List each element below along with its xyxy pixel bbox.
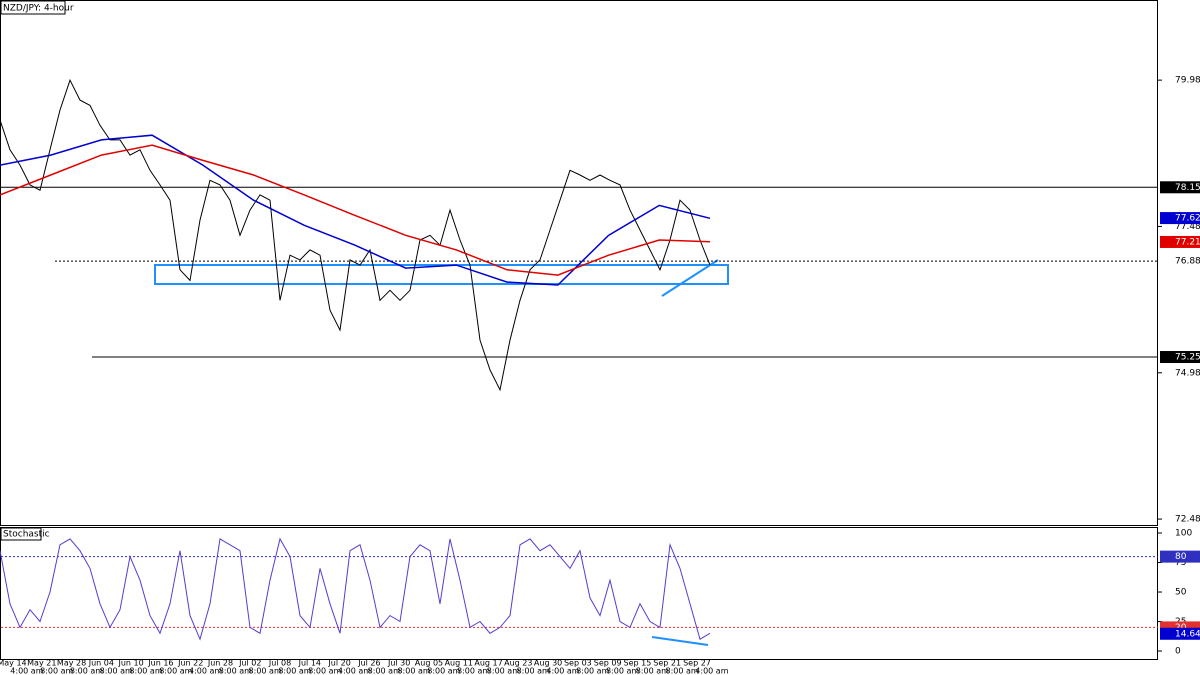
x-tick-label: Jun 10 [118,659,144,668]
x-tick-label: Jul 14 [298,659,321,668]
x-time-label: 8:00 am [100,667,133,675]
x-tick-label: Jul 30 [387,659,410,668]
x-time-label: 8:00 am [249,667,282,675]
x-time-label: 8:00 am [666,667,699,675]
y-tick-label: 72.481 [1175,515,1200,525]
x-tick-label: May 21 [27,659,56,668]
price-tag-label: 80 [1175,552,1187,562]
x-tick-label: Jun 04 [88,659,114,668]
x-time-label: 8:00 am [278,667,311,675]
x-time-label: 8:00 am [397,667,430,675]
x-time-label: 8:00 am [457,667,490,675]
x-tick-label: Jul 02 [238,659,261,668]
x-time-label: 8:00 am [70,667,103,675]
support-zone [154,264,729,285]
x-tick-label: Jul 20 [327,659,350,668]
price-tag [1160,627,1200,640]
x-tick-label: Aug 17 [474,659,502,668]
series-line [0,78,711,392]
x-tick-label: May 28 [57,659,86,668]
series-line [0,134,711,286]
price-tag [1160,212,1200,225]
y-tick-label: 74.981 [1175,368,1200,378]
title-box [0,0,66,15]
y-tick-label: 75 [1175,558,1186,568]
price-tag-label: 76.888 [1175,257,1200,267]
x-time-label: 8:00 am [219,667,252,675]
x-tick-label: Jun 22 [177,659,203,668]
x-tick-label: Aug 05 [415,659,443,668]
y-tick-label: 50 [1175,588,1187,598]
x-time-label: 8:00 am [368,667,401,675]
x-time-label: 8:00 am [636,667,669,675]
x-time-label: 8:00 am [427,667,460,675]
x-time-label: 8:00 am [606,667,639,675]
x-tick-label: Jun 28 [207,659,233,668]
price-tag [1160,351,1200,364]
x-time-label: 4:00 am [10,667,43,675]
price-tag [1160,181,1200,194]
x-tick-label: Jul 08 [268,659,291,668]
price-panel [0,0,1158,526]
y-tick-label: 0 [1175,647,1181,657]
price-tag [1160,235,1200,248]
x-time-label: 8:00 am [576,667,609,675]
x-time-label: 8:00 am [487,667,520,675]
price-tag-label: 14.64 [1175,629,1200,639]
stochastic-title: Stochastic [3,530,50,540]
x-tick-label: Sep 03 [564,659,592,668]
x-tick-label: Aug 11 [445,659,473,668]
x-time-label: 4:00 am [338,667,371,675]
price-tag [1160,550,1200,563]
chart-title: NZD/JPY: 4-hour [3,4,74,14]
x-time-label: 4:00 am [695,667,728,675]
x-tick-label: Aug 30 [534,659,562,668]
x-tick-label: Sep 09 [594,659,622,668]
price-tag-label: 77.216 [1175,237,1200,247]
x-tick-label: Sep 15 [624,659,652,668]
x-time-label: 8:00 am [308,667,341,675]
y-tick-label: 79.981 [1175,76,1200,86]
price-tag [1160,255,1200,268]
price-tag-label: 77.624 [1175,214,1200,224]
y-tick-label: 77.481 [1175,222,1200,232]
price-tag-label: 78.150 [1175,183,1200,193]
x-tick-label: Aug 23 [504,659,532,668]
x-tick-label: Jun 16 [147,659,173,668]
y-tick-label: 100 [1175,529,1192,539]
x-time-label: 4:00 am [189,667,222,675]
x-time-label: 4:00 am [546,667,579,675]
x-tick-label: May 14 [0,659,27,668]
stochastic-panel [0,527,1158,660]
x-time-label: 8:00 am [40,667,73,675]
divergence-line [651,636,709,646]
x-tick-label: Sep 21 [653,659,681,668]
title-box [0,527,42,541]
trend-line [661,259,719,297]
x-time-label: 8:00 am [517,667,550,675]
series-line [0,537,711,641]
x-tick-label: Sep 27 [683,659,711,668]
x-time-label: 8:00 am [129,667,162,675]
series-line [0,144,711,276]
x-time-label: 8:00 am [159,667,192,675]
price-tag-label: 75.250 [1175,353,1200,363]
x-tick-label: Jul 26 [357,659,380,668]
